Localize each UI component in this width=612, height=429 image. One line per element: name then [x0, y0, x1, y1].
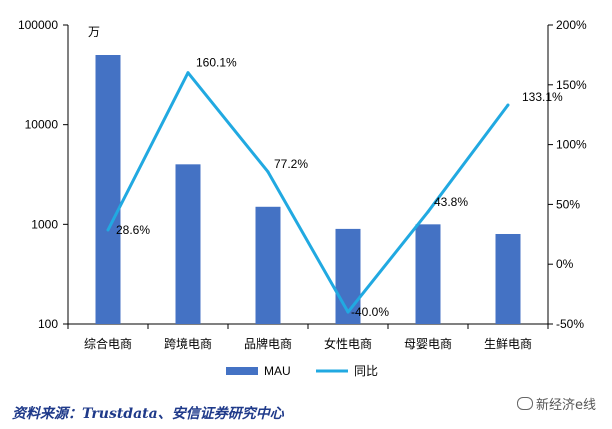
right-tick-label: -50%: [556, 317, 584, 331]
watermark: 新经济e线: [515, 394, 598, 413]
axes: 100 1000 10000 100000 200% 150% 100% 50% 0% -50% 综…: [18, 18, 587, 351]
category-label: 跨境电商: [164, 336, 212, 351]
category-label: 综合电商: [84, 336, 132, 351]
bar: [95, 55, 121, 324]
category-label: 女性电商: [324, 336, 372, 351]
wechat-icon: [517, 397, 533, 410]
category-label: 生鲜电商: [484, 336, 532, 351]
right-tick-label: 100%: [556, 138, 587, 152]
data-labels: 28.6% 160.1% 77.2% -40.0% 43.8% 133.1%: [116, 56, 563, 319]
line-point: [506, 103, 510, 107]
bar: [415, 224, 441, 324]
line-point: [426, 210, 430, 214]
bar: [335, 228, 361, 324]
data-label: 77.2%: [274, 157, 308, 171]
line-point: [186, 71, 190, 75]
left-tick-label: 100000: [18, 18, 58, 32]
data-label: 43.8%: [434, 195, 468, 209]
data-label: 28.6%: [116, 223, 150, 237]
data-label: 160.1%: [196, 56, 237, 70]
legend-label-mau: MAU: [264, 364, 291, 378]
line-point: [346, 310, 350, 314]
source-note: 资料来源：Trustdata、安信证券研究中心: [12, 406, 284, 422]
right-tick-label: 50%: [556, 197, 580, 211]
data-label: -40.0%: [351, 305, 389, 319]
bar: [495, 233, 521, 324]
line-series: [106, 71, 510, 314]
left-tick-label: 1000: [31, 217, 58, 231]
category-label: 品牌电商: [244, 336, 292, 351]
unit-label: 万: [88, 25, 100, 39]
watermark-text: 新经济e线: [536, 398, 596, 413]
right-tick-label: 200%: [556, 18, 587, 32]
legend: MAU 同比: [226, 364, 378, 378]
bars: [95, 55, 521, 324]
data-label: 133.1%: [522, 90, 563, 104]
category-label: 母婴电商: [404, 336, 452, 351]
bar: [175, 164, 201, 324]
line-path: [106, 71, 510, 314]
line-point: [106, 228, 110, 232]
line-point: [266, 170, 270, 174]
bar: [255, 206, 281, 324]
legend-label-yoy: 同比: [354, 364, 378, 378]
left-tick-label: 10000: [25, 118, 59, 132]
legend-swatch-mau: [226, 367, 258, 375]
right-tick-label: 0%: [556, 257, 574, 271]
left-tick-label: 100: [38, 317, 58, 331]
chart: 100 1000 10000 100000 200% 150% 100% 50% 0% -50% 综…: [18, 18, 587, 378]
right-tick-label: 150%: [556, 78, 587, 92]
